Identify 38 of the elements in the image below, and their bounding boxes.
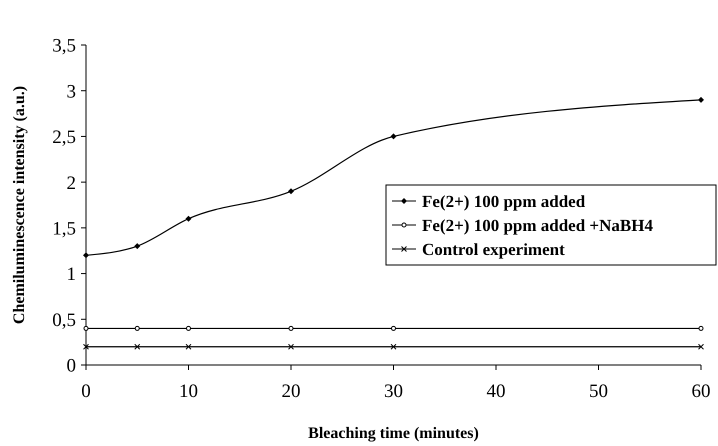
- point: [134, 243, 140, 250]
- legend-label: Fe(2+) 100 ppm added: [422, 192, 586, 211]
- point: [186, 326, 191, 331]
- x-tick-label: 60: [692, 381, 710, 402]
- point: [391, 326, 396, 331]
- point: [698, 96, 704, 103]
- x-tick-label: 10: [179, 381, 198, 402]
- y-axis-title: Chemiluminescence intensity (a.u.): [11, 86, 28, 324]
- x-tick-label: 30: [384, 381, 403, 402]
- point: [288, 326, 294, 331]
- legend-label: Fe(2+) 100 ppm added +NaBH4: [422, 216, 654, 235]
- point: [698, 344, 704, 350]
- x-tick-label: 0: [81, 381, 91, 402]
- x-axis-title: Bleaching time (minutes): [308, 425, 479, 442]
- y-tick-label: 0: [66, 356, 76, 377]
- point: [698, 326, 704, 331]
- point: [288, 188, 294, 194]
- point: [186, 216, 192, 222]
- y-tick-label: 0,5: [52, 310, 76, 331]
- point: [83, 252, 89, 258]
- y-tick-label: 3: [66, 81, 76, 102]
- x-tick-label: 50: [589, 381, 608, 402]
- y-tick-label: 1,5: [52, 218, 76, 240]
- point: [390, 133, 396, 140]
- y-tick-label: 2,5: [52, 127, 76, 148]
- x-tick-label: 40: [486, 381, 506, 402]
- y-tick-label: 2: [66, 172, 76, 194]
- legend-label: Control experiment: [422, 240, 566, 259]
- point: [84, 326, 88, 331]
- point: [134, 344, 140, 350]
- point: [83, 344, 89, 350]
- point: [186, 344, 192, 350]
- y-tick-label: 1: [66, 264, 76, 286]
- y-tick-label: 3,5: [52, 36, 76, 57]
- point: [134, 326, 140, 331]
- point: [390, 344, 396, 350]
- x-tick-label: 20: [282, 381, 300, 402]
- point: [288, 344, 294, 350]
